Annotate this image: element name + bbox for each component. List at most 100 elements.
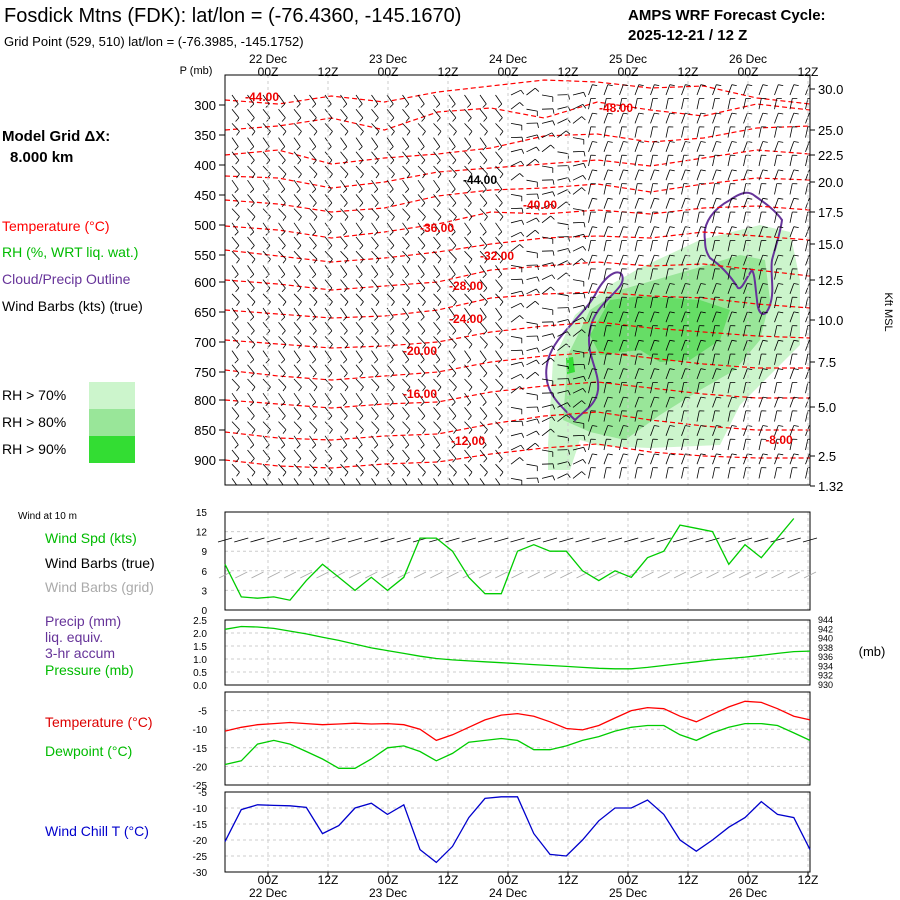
wind-barb [650, 126, 658, 138]
wind-barb [712, 84, 722, 96]
wind-barb [278, 265, 286, 279]
wind-barb [603, 311, 613, 323]
wind-barb [309, 321, 317, 335]
wind-barb [433, 407, 441, 420]
wind-barb [510, 386, 524, 394]
wind-barb [309, 449, 317, 463]
wind-barb [433, 151, 441, 165]
height-axis-label: Kft MSL [882, 292, 894, 331]
wind-barb [231, 265, 239, 279]
wind-barb [712, 197, 722, 209]
wind-barb [309, 123, 318, 136]
wind-barb [665, 98, 674, 110]
wind-barb [665, 296, 674, 309]
wind-barb [309, 407, 317, 420]
wind-barb [774, 98, 782, 110]
wind-barb [386, 364, 395, 378]
wind-barb [464, 463, 473, 477]
wind-barb [448, 222, 456, 236]
wind-barb [696, 211, 705, 223]
wind-barb [309, 293, 318, 307]
wind-barb [448, 165, 457, 179]
wind-barb [526, 442, 540, 451]
wind-barb [247, 392, 255, 406]
wind-barb [789, 396, 799, 408]
wind-barb [417, 236, 426, 250]
wind-barb [526, 193, 539, 199]
wind-barb [634, 396, 644, 408]
wind-barb [619, 396, 629, 408]
wind-barb [541, 215, 555, 224]
wind-barb [727, 410, 736, 422]
wind-barb [278, 350, 286, 364]
wind-barb [588, 410, 596, 422]
temperature-label: Temperature (°C) [45, 714, 153, 730]
wind-barb [402, 108, 410, 122]
wind-barb [510, 231, 525, 238]
wind-barb [572, 137, 585, 145]
wind-barb [805, 353, 810, 365]
wind-barb [665, 141, 675, 152]
wind-barb [572, 435, 586, 441]
wind-barb [278, 94, 286, 108]
wind-barb [603, 425, 613, 436]
wind-barb [231, 165, 240, 179]
grid-wind-barb [332, 571, 345, 579]
wind-barb [588, 126, 596, 138]
wind-barb [386, 250, 395, 264]
wind-barb [479, 321, 488, 335]
wind-barb [634, 425, 644, 436]
grid-wind-barb [560, 571, 573, 579]
wind-barb [278, 336, 287, 349]
wind-barb [712, 112, 722, 124]
temperature-contour-labels: -44.00 -48.00 -44.00 -40.00 -36.00 -32.00 -28.… [245, 90, 793, 448]
wind-barb [805, 283, 810, 294]
panel-y-tick-label: -15 [193, 820, 208, 831]
wind-barb [231, 293, 240, 307]
wind-barb [572, 258, 586, 266]
wind-barb [479, 478, 486, 485]
true-wind-barb [364, 537, 379, 543]
wind-barb [495, 279, 503, 293]
wind-barb [324, 151, 333, 165]
wind-barb [588, 368, 598, 380]
panel-y-tick-label: -20 [193, 762, 208, 773]
wind-barb [526, 158, 540, 167]
wind-barb [727, 296, 736, 309]
wind-barb [231, 222, 239, 236]
wind-barb [448, 108, 457, 122]
wind-barb [355, 94, 363, 108]
true-wind-barb [640, 537, 655, 543]
pressure-right-tick-label: 930 [818, 680, 833, 690]
wind-barb [526, 300, 540, 309]
wind-barb [324, 293, 333, 307]
wind-barb [278, 208, 287, 221]
panel-y-tick-label: 1.5 [193, 642, 207, 653]
wind-barb [634, 141, 644, 152]
wind-barb [665, 410, 674, 422]
wind-barb [262, 321, 271, 335]
wind-barb [448, 336, 457, 349]
wind-barb [603, 183, 612, 195]
wind-barb [712, 126, 720, 138]
legend-temperature: Temperature (°C) [2, 218, 110, 234]
wind-barb [262, 108, 271, 122]
pressure-tick-label: 550 [194, 248, 216, 263]
wind-barb [448, 321, 457, 335]
wind-barb [448, 463, 457, 477]
pressure-tick-label: 650 [194, 305, 216, 320]
wind-barb [371, 279, 379, 293]
wind-barb [619, 268, 627, 280]
wind-barb [231, 194, 240, 207]
temperature-contour-label: -36.00 [420, 221, 454, 235]
wind-barb [433, 307, 441, 321]
wind-barb [464, 435, 472, 449]
wind-barb [417, 407, 426, 420]
wind-barb [665, 240, 674, 252]
wind-barb [696, 268, 705, 280]
wind-barb [402, 94, 410, 108]
wind-barb [278, 378, 287, 392]
true-wind-barb [510, 537, 525, 543]
wind-barb [758, 467, 767, 479]
wind-barb [557, 293, 569, 301]
